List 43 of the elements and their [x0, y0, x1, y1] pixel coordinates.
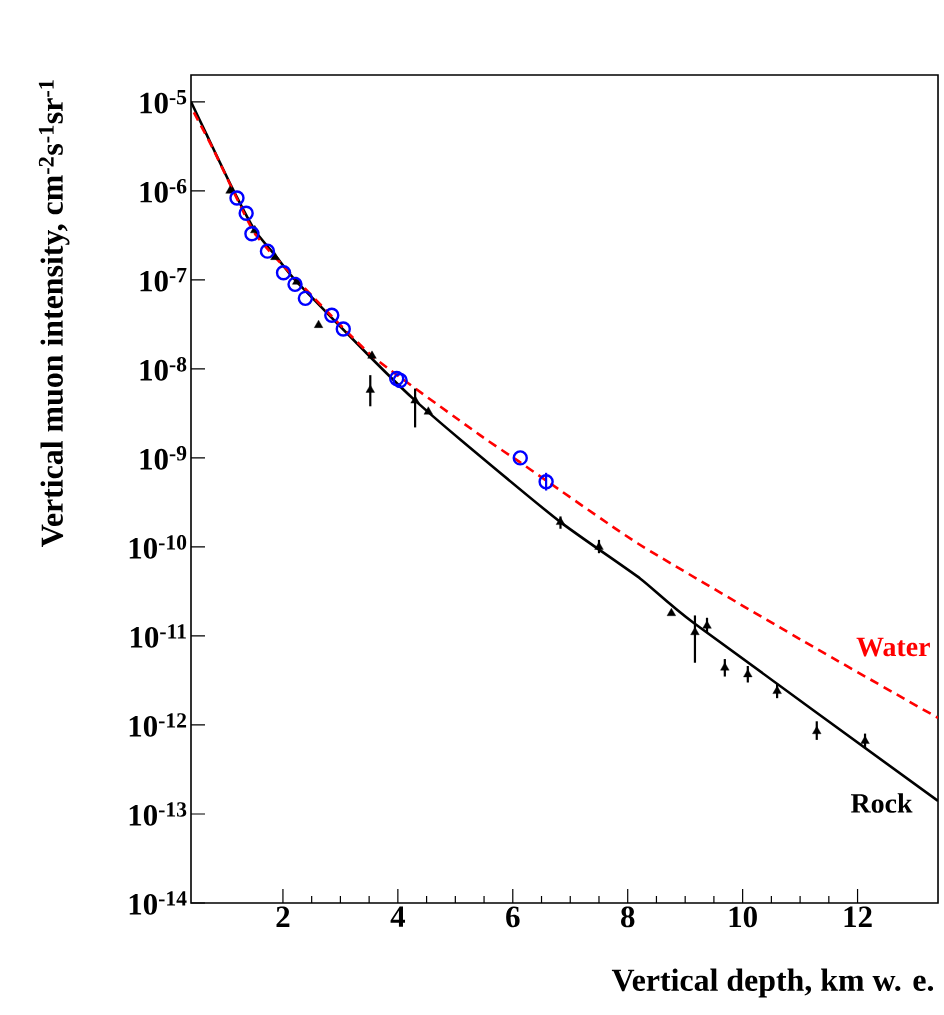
y-tick-label: 10$^{-9}$	[140, 446, 187, 470]
point	[812, 726, 822, 734]
point	[538, 474, 554, 490]
point	[690, 627, 700, 635]
series-label: Rock	[850, 793, 913, 813]
point	[297, 290, 314, 307]
x-tick-label: 6	[506, 906, 520, 928]
point	[666, 608, 676, 616]
x-tick-label: 4	[390, 906, 406, 927]
y-tick-label: 10$^{-10}$	[129, 535, 187, 559]
point	[229, 190, 245, 206]
y-axis-title: Vertical muon intensity, cm$^{-2}$s$^{-1}$sr$^{-1}$	[38, 80, 70, 547]
y-tick-label: 10$^{-12}$	[129, 713, 187, 737]
x-tick-label: 12	[844, 906, 872, 927]
point	[244, 226, 260, 242]
x-tick-label: 8	[621, 906, 635, 928]
point	[259, 243, 276, 259]
point	[275, 265, 292, 281]
point	[225, 185, 235, 194]
point	[423, 406, 433, 415]
point	[743, 669, 753, 678]
x-axis-title: Vertical depth, km w. e.	[611, 968, 934, 998]
y-tick-label: 10$^{-7}$	[140, 268, 187, 292]
point	[324, 307, 340, 323]
x-tick-label: 2	[276, 906, 290, 927]
x-tick-label: 10	[729, 906, 757, 928]
point	[367, 350, 377, 359]
y-tick-label: 10$^{-13}$	[129, 802, 187, 826]
series-label: Water	[856, 637, 930, 657]
y-tick-label: 10$^{-5}$	[140, 90, 187, 114]
point	[335, 321, 351, 337]
point	[287, 276, 303, 293]
point	[314, 319, 324, 328]
point	[512, 450, 528, 466]
point	[720, 662, 730, 671]
y-tick-label: 10$^{-6}$	[140, 179, 187, 203]
y-tick-label: 10$^{-14}$	[129, 891, 187, 915]
point	[555, 516, 566, 525]
y-tick-label: 10$^{-8}$	[140, 357, 187, 381]
point	[410, 395, 420, 404]
y-tick-label: 10$^{-11}$	[130, 624, 186, 648]
point	[238, 205, 254, 221]
point	[365, 384, 375, 393]
